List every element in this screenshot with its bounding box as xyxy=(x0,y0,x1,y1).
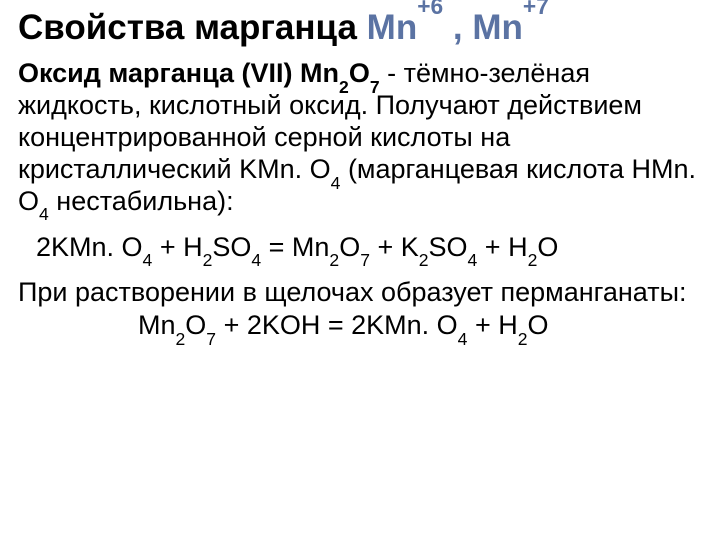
para1-body-c: нестабильна): xyxy=(49,186,234,216)
paragraph-2: При растворении в щелочах образует перма… xyxy=(18,277,702,309)
title-mn7: Mn+7 xyxy=(472,8,549,47)
title-mn6: Mn+6 xyxy=(367,8,444,47)
paragraph-1: Оксид марганца (VII) Mn2O7 - тёмно-зелён… xyxy=(18,58,702,217)
page-title: Свойства марганца Mn+6 , Mn+7 xyxy=(18,8,702,48)
para1-lead: Оксид марганца (VII) Mn2O7 xyxy=(18,58,380,88)
equation-2: Mn2O7 + 2KOH = 2KMn. O4 + H2O xyxy=(138,310,702,342)
equation-1: 2KMn. O4 + H2SO4 = Mn2O7 + K2SO4 + H2O xyxy=(36,232,702,263)
title-comma: , xyxy=(443,8,472,47)
title-lead: Свойства марганца xyxy=(18,8,367,47)
